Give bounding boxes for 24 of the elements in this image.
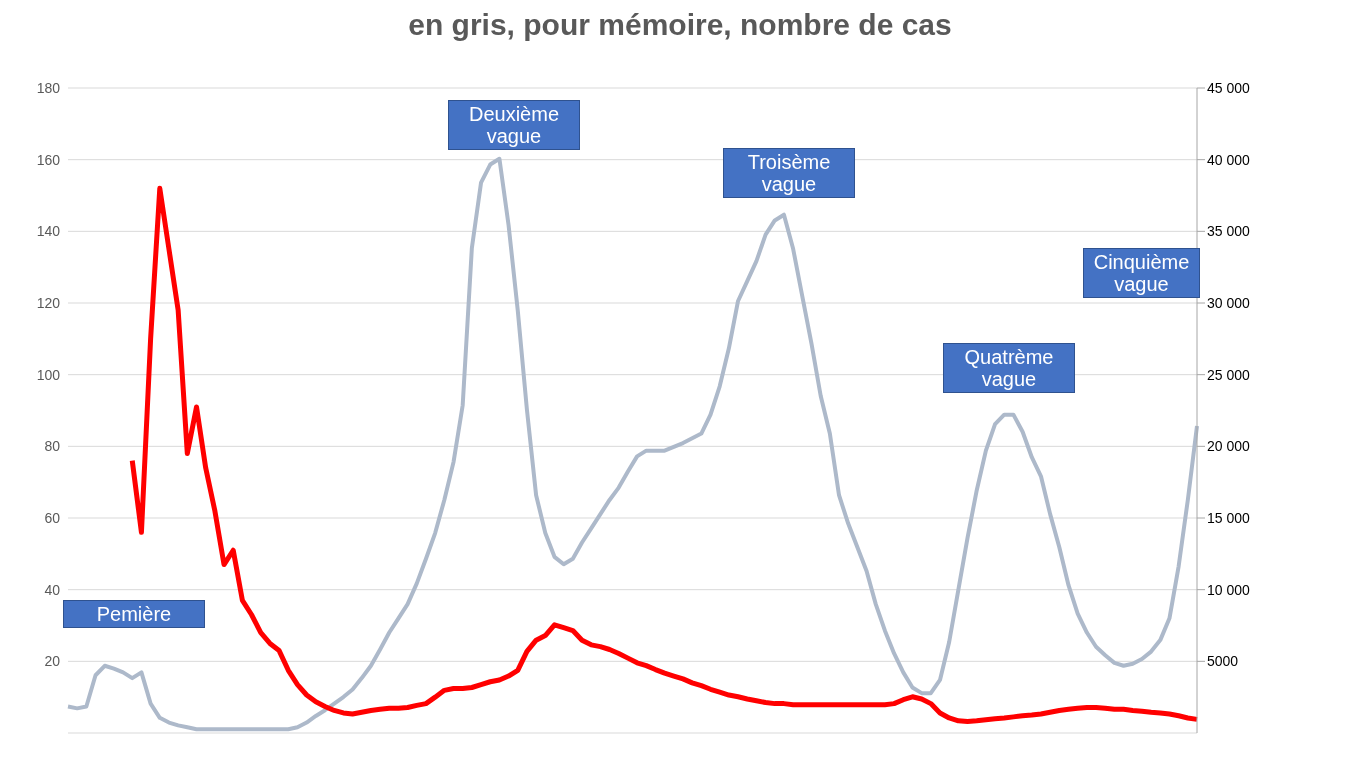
y2-tick-label: 5000: [1207, 653, 1239, 670]
y2-tick-label: 15 000: [1207, 509, 1251, 526]
y-tick-label: 180: [36, 79, 61, 96]
y2-tick-label: 45 000: [1207, 79, 1251, 96]
label-box: Pemière: [63, 600, 205, 628]
y-tick-label: 100: [36, 366, 61, 383]
y-tick-label: 80: [44, 438, 61, 455]
label-box: Deuxième vague: [448, 100, 580, 150]
y-tick-label: 40: [44, 581, 61, 598]
y2-tick-label: 20 000: [1207, 438, 1251, 455]
label-box: Quatrème vague: [943, 343, 1075, 393]
y2-tick-label: 35 000: [1207, 223, 1251, 240]
y-tick-label: 120: [36, 294, 61, 311]
y2-tick-label: 10 000: [1207, 581, 1251, 598]
y-tick-label: 160: [36, 151, 61, 168]
chart-title: en gris, pour mémoire, nombre de cas: [407, 8, 953, 42]
y2-tick-label: 40 000: [1207, 151, 1251, 168]
y2-tick-label: 30 000: [1207, 294, 1251, 311]
label-box: Cinquième vague: [1083, 248, 1200, 298]
y-tick-label: 140: [36, 223, 61, 240]
y-tick-label: 60: [44, 509, 61, 526]
label-box: Troisème vague: [723, 148, 855, 198]
y-tick-label: 20: [44, 653, 61, 670]
y2-tick-label: 25 000: [1207, 366, 1251, 383]
